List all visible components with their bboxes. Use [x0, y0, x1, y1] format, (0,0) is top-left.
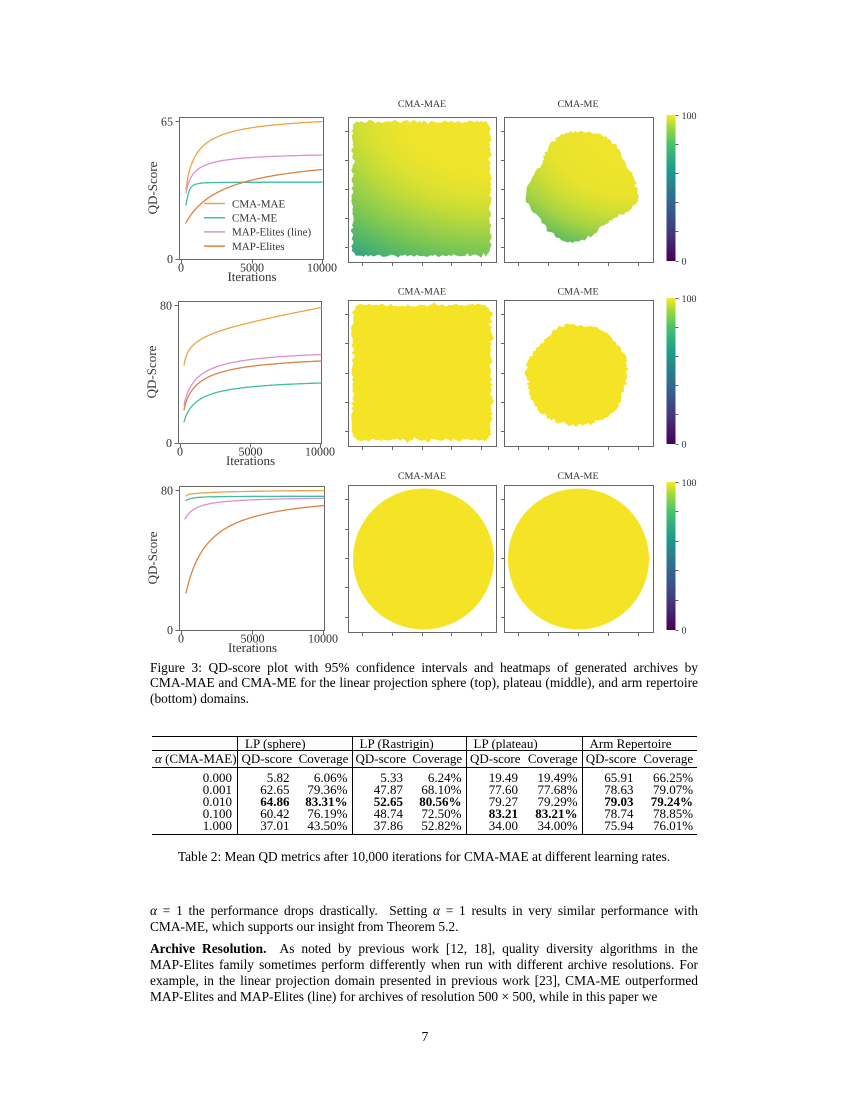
svg-text:QD-Score: QD-Score [145, 161, 160, 214]
svg-text:0: 0 [167, 252, 173, 266]
svg-text:0: 0 [178, 261, 184, 275]
svg-text:0: 0 [682, 626, 687, 637]
svg-text:80: 80 [161, 484, 173, 498]
svg-text:CMA-MAE: CMA-MAE [398, 287, 446, 298]
svg-text:CMA-MAE: CMA-MAE [232, 198, 285, 210]
svg-text:CMA-MAE: CMA-MAE [398, 471, 446, 482]
svg-text:80: 80 [160, 299, 172, 313]
svg-text:CMA-ME: CMA-ME [557, 99, 598, 110]
svg-text:0: 0 [178, 632, 184, 646]
svg-text:0: 0 [682, 440, 687, 451]
svg-text:CMA-ME: CMA-ME [232, 213, 278, 225]
svg-text:Iterations: Iterations [228, 640, 277, 655]
svg-text:MAP-Elites: MAP-Elites [232, 241, 285, 253]
svg-text:CMA-ME: CMA-ME [557, 287, 598, 298]
svg-text:QD-Score: QD-Score [144, 345, 159, 398]
svg-text:100: 100 [682, 294, 697, 305]
svg-text:10000: 10000 [305, 445, 335, 459]
svg-text:10000: 10000 [307, 261, 337, 275]
svg-text:5000: 5000 [240, 261, 264, 275]
svg-text:100: 100 [682, 478, 697, 489]
svg-text:CMA-MAE: CMA-MAE [398, 99, 446, 110]
svg-text:0: 0 [166, 436, 172, 450]
svg-text:MAP-Elites (line): MAP-Elites (line) [232, 227, 311, 239]
svg-text:CMA-ME: CMA-ME [557, 471, 598, 482]
svg-text:65: 65 [161, 115, 173, 129]
svg-text:QD-Score: QD-Score [145, 531, 160, 584]
svg-text:0: 0 [682, 257, 687, 268]
svg-text:0: 0 [167, 623, 173, 637]
svg-text:5000: 5000 [239, 445, 263, 459]
svg-text:Iterations: Iterations [227, 269, 276, 284]
svg-text:5000: 5000 [241, 632, 265, 646]
svg-text:0: 0 [177, 445, 183, 459]
svg-text:10000: 10000 [308, 632, 338, 646]
svg-text:100: 100 [682, 111, 697, 122]
svg-text:Iterations: Iterations [226, 453, 275, 468]
